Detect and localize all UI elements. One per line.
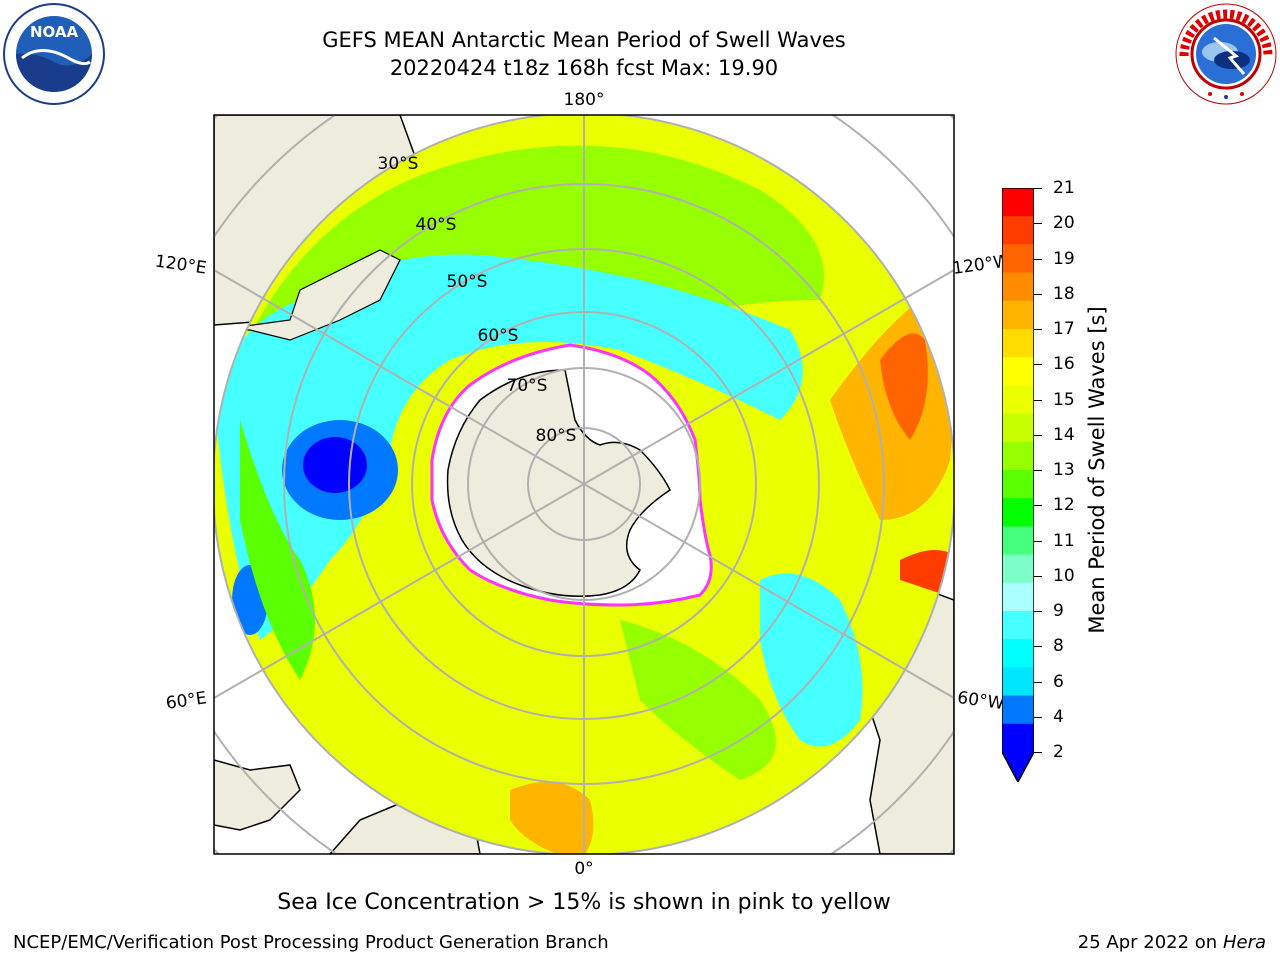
- colorbar-tick-label: 10: [1053, 565, 1075, 586]
- colorbar-tick-label: 19: [1053, 248, 1075, 269]
- colorbar-band: [1002, 639, 1034, 668]
- colorbar-band: [1002, 441, 1034, 471]
- colorbar-tick-mark: [1034, 575, 1042, 577]
- colorbar-tick-mark: [1034, 505, 1042, 507]
- colorbar-tick-label: 16: [1053, 354, 1075, 375]
- colorbar-tick-label: 11: [1053, 530, 1075, 551]
- lat-label-70s: 70°S: [507, 376, 548, 396]
- colorbar-band: [1002, 300, 1034, 330]
- colorbar-tick-mark: [1034, 399, 1042, 401]
- colorbar-band: [1002, 526, 1034, 556]
- colorbar-band: [1002, 554, 1034, 584]
- lon-label-lower-right: 60°W: [956, 688, 1005, 714]
- colorbar-band: [1002, 272, 1034, 302]
- footer-date-text: 25 Apr 2022 on: [1077, 932, 1223, 953]
- colorbar-tick-label: 18: [1053, 283, 1075, 304]
- colorbar-band: [1002, 582, 1034, 612]
- lat-label-80s: 80°S: [536, 426, 577, 446]
- colorbar: [1002, 188, 1034, 782]
- colorbar-tick-mark: [1034, 716, 1042, 718]
- colorbar-tick-label: 21: [1053, 178, 1075, 198]
- colorbar-tick-label: 13: [1053, 460, 1075, 480]
- colorbar-title: Mean Period of Swell Waves [s]: [1085, 306, 1109, 634]
- lon-label-bottom: 0°: [574, 859, 593, 879]
- colorbar-tick-label: 17: [1053, 319, 1075, 339]
- colorbar-band: [1002, 470, 1034, 499]
- lat-label-30s: 30°S: [378, 154, 419, 174]
- colorbar-tick-mark: [1034, 434, 1042, 436]
- colorbar-band: [1002, 667, 1034, 697]
- colorbar-band: [1002, 723, 1034, 753]
- colorbar-band: [1002, 329, 1034, 358]
- lon-label-lower-left: 60°E: [165, 688, 208, 713]
- colorbar-tick-mark: [1034, 540, 1042, 542]
- colorbar-band: [1002, 695, 1034, 725]
- noaa-logo-text: NOAA: [30, 23, 79, 41]
- colorbar-tick-mark: [1034, 329, 1042, 330]
- colorbar-band: [1002, 357, 1034, 386]
- map-frame: [213, 114, 955, 855]
- graticule: [214, 115, 954, 854]
- colorbar-tick-label: 6: [1053, 671, 1064, 692]
- map-area: [214, 115, 954, 854]
- colorbar-tick-mark: [1034, 293, 1042, 295]
- colorbar-tick-mark: [1034, 646, 1042, 648]
- colorbar-band: [1002, 413, 1034, 443]
- colorbar-band: [1002, 244, 1034, 274]
- colorbar-tick-mark: [1034, 223, 1042, 225]
- colorbar-tick-mark: [1034, 611, 1042, 612]
- lat-label-50s: 50°S: [447, 272, 488, 292]
- colorbar-tick-mark: [1034, 188, 1042, 189]
- colorbar-band: [1002, 611, 1034, 640]
- sea-ice-note: Sea Ice Concentration > 15% is shown in …: [277, 890, 891, 915]
- noaa-logo: NOAA: [3, 3, 105, 105]
- lat-label-40s: 40°S: [416, 215, 457, 235]
- colorbar-tick-mark: [1034, 364, 1042, 366]
- colorbar-tick-label: 2: [1053, 742, 1064, 762]
- colorbar-tick-mark: [1034, 470, 1042, 471]
- chart-title: GEFS MEAN Antarctic Mean Period of Swell…: [322, 28, 846, 52]
- colorbar-tick-label: 15: [1053, 389, 1075, 410]
- footer-host: Hera: [1222, 932, 1266, 953]
- colorbar-band: [1002, 498, 1034, 527]
- colorbar-tick-mark: [1034, 752, 1042, 753]
- lat-label-60s: 60°S: [478, 326, 519, 346]
- colorbar-band: [1002, 216, 1034, 245]
- colorbar-tick-label: 14: [1053, 424, 1075, 445]
- colorbar-tick-mark: [1034, 258, 1042, 260]
- lon-label-top: 180°: [564, 90, 605, 110]
- colorbar-tick-label: 9: [1053, 601, 1064, 621]
- colorbar-extend-triangle: [1002, 752, 1034, 782]
- footer-credit: NCEP/EMC/Verification Post Processing Pr…: [13, 932, 609, 953]
- colorbar-tick-label: 12: [1053, 495, 1075, 516]
- colorbar-bands: [1002, 188, 1034, 753]
- footer-date: 25 Apr 2022 on Hera: [1078, 932, 1266, 953]
- colorbar-band: [1002, 188, 1034, 217]
- colorbar-tick-label: 8: [1053, 636, 1064, 657]
- colorbar-tick-label: 4: [1053, 706, 1064, 727]
- colorbar-tick-mark: [1034, 681, 1042, 683]
- chart-subtitle: 20220424 t18z 168h fcst Max: 19.90: [389, 56, 779, 80]
- nws-logo: [1175, 3, 1277, 105]
- lon-label-upper-left: 120°E: [154, 252, 208, 279]
- colorbar-tick-label: 20: [1053, 213, 1075, 234]
- colorbar-band: [1002, 385, 1034, 415]
